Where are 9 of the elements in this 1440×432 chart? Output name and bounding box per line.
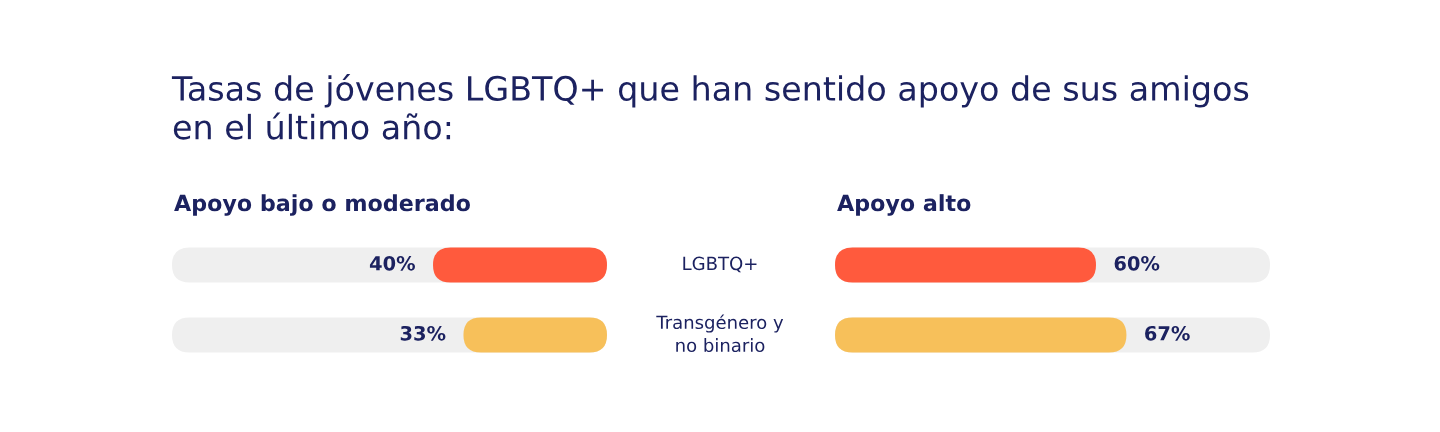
- chart-subtitle: Apoyo alto: [837, 194, 971, 216]
- data-label: 60%: [1114, 255, 1160, 271]
- data-label: 40%: [369, 255, 415, 271]
- text: Tasas de jóvenes LGBTQ+ que han sentido apoyo de sus amigos en el último año:: [171, 73, 1249, 140]
- data-label: 33%: [400, 325, 446, 341]
- y-tick-label: LGBTQ+: [683, 256, 757, 273]
- data-label: 67%: [1145, 325, 1190, 341]
- chart-subtitle: Apoyo bajo o moderado: [174, 194, 470, 216]
- y-tick-label: Transgénero y no binario: [656, 314, 784, 353]
